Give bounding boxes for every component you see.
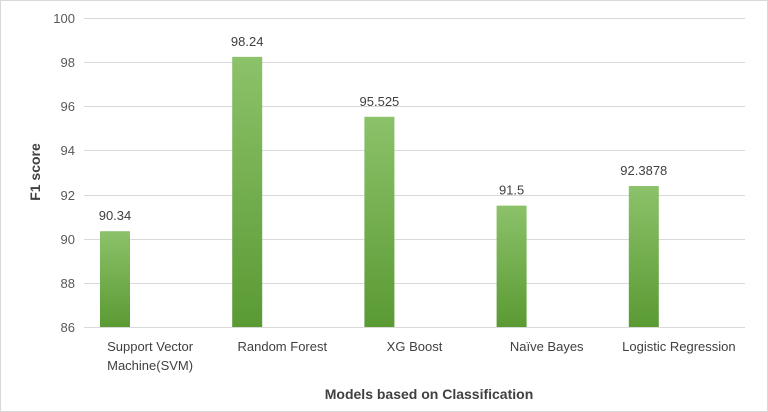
x-tick-label: Random Forest	[238, 339, 328, 354]
bar	[232, 56, 263, 328]
x-tick-label: XG Boost	[387, 339, 443, 354]
data-label: 98.24	[231, 34, 264, 49]
bar	[628, 186, 659, 327]
y-tick-label: 98	[61, 55, 75, 70]
x-tick-label: Naïve Bayes	[510, 339, 584, 354]
bars	[100, 56, 659, 328]
x-tick-labels: Support Vector Machine(SVM) Random Forest X…	[107, 339, 736, 373]
bar	[364, 116, 395, 327]
y-tick-labels: 86 88 90 92 94 96 98 100	[53, 11, 75, 335]
x-tick-label: Support Vector	[107, 339, 194, 354]
y-tick-label: 88	[61, 276, 75, 291]
data-label: 92.3878	[620, 163, 667, 178]
y-tick-label: 92	[61, 188, 75, 203]
data-label: 90.34	[99, 208, 132, 223]
x-axis-title: Models based on Classification	[325, 386, 534, 402]
y-tick-label: 96	[61, 99, 75, 114]
y-tick-label: 86	[61, 320, 75, 335]
x-tick-label: Machine(SVM)	[107, 358, 193, 373]
bar	[100, 231, 130, 327]
data-labels: 90.34 98.24 95.525 91.5 92.3878	[99, 34, 668, 223]
y-tick-label: 90	[61, 232, 75, 247]
bar	[496, 205, 527, 327]
y-axis-title: F1 score	[27, 143, 43, 201]
data-label: 91.5	[499, 183, 524, 198]
x-tick-label: Logistic Regression	[622, 339, 735, 354]
data-label: 95.525	[360, 94, 400, 109]
y-tick-label: 100	[53, 11, 75, 26]
y-tick-label: 94	[61, 143, 75, 158]
